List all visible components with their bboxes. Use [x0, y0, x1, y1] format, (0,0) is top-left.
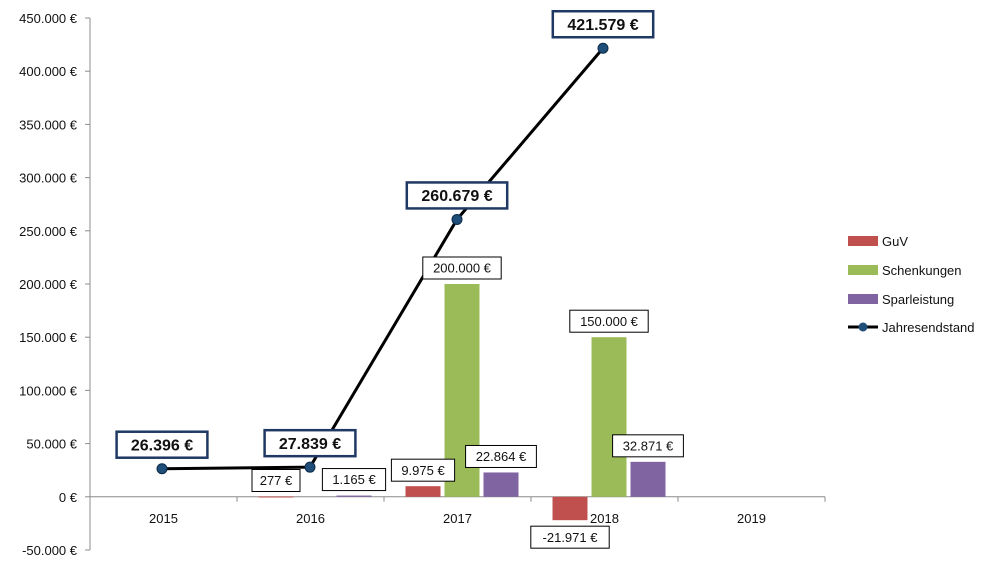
y-tick-label: 450.000 € — [19, 11, 78, 26]
line-data-label: 421.579 € — [551, 9, 655, 39]
jahresendstand-marker — [156, 463, 168, 475]
x-tick-label: 2019 — [737, 511, 766, 526]
bar-schenkungen-2018 — [591, 337, 627, 497]
line-series — [156, 42, 609, 475]
y-tick-label: 400.000 € — [19, 64, 78, 79]
bar-data-label: 1.165 € — [321, 468, 387, 492]
label-text: 9.975 € — [401, 463, 445, 478]
y-tick-label: 50.000 € — [26, 437, 77, 452]
label-text: 150.000 € — [580, 314, 639, 329]
label-box — [251, 469, 301, 493]
legend: GuV Schenkungen Sparleistung Jahresendstand — [848, 234, 975, 335]
label-text: 22.864 € — [476, 449, 527, 464]
legend-label: GuV — [882, 234, 908, 249]
bar-sparleistung-2018 — [630, 461, 666, 497]
x-tick-label: 2015 — [149, 511, 178, 526]
jahresendstand-marker — [597, 42, 609, 54]
bar-guv-2017 — [405, 486, 441, 497]
label-text: 1.165 € — [332, 472, 376, 487]
label-box — [321, 468, 387, 492]
legend-label: Jahresendstand — [882, 320, 975, 335]
jahresendstand-line — [161, 47, 605, 471]
bar-sparleistung-2017 — [483, 472, 519, 497]
label-text: 277 € — [260, 473, 293, 488]
y-tick-label: 0 € — [59, 490, 78, 505]
label-box — [465, 444, 537, 468]
y-tick-label: 100.000 € — [19, 383, 78, 398]
data-labels: 277 € 9.975 € -21.971 € 200.000 € 150.000 € 1… — [115, 9, 684, 549]
label-box — [551, 9, 655, 39]
legend-swatch-schenkungen — [848, 265, 878, 275]
y-tick-label: -50.000 € — [22, 543, 78, 558]
bar-data-label: 32.871 € — [612, 434, 684, 458]
y-tick-label: 150.000 € — [19, 330, 78, 345]
legend-label: Sparleistung — [882, 292, 954, 307]
legend-swatch-guv — [848, 236, 878, 246]
bar-data-label: 9.975 € — [390, 458, 456, 482]
jahresendstand-marker — [451, 213, 463, 225]
x-tick-label: 2018 — [590, 511, 619, 526]
x-tick-label: 2016 — [296, 511, 325, 526]
line-data-label: 27.839 € — [263, 428, 357, 458]
axes: -50.000 € 0 € 50.000 € 100.000 € 150.000 € 20… — [19, 11, 826, 558]
y-tick-label: 300.000 € — [19, 171, 78, 186]
label-box — [530, 525, 610, 549]
label-text: 32.871 € — [623, 439, 674, 454]
bar-data-label: 150.000 € — [569, 309, 649, 333]
bar-data-label: 200.000 € — [422, 256, 502, 280]
y-tick-label: 350.000 € — [19, 117, 78, 132]
label-text: 260.679 € — [421, 188, 492, 205]
line-data-label: 260.679 € — [405, 181, 509, 210]
label-box — [569, 309, 649, 333]
x-tick-label: 2017 — [443, 511, 472, 526]
label-box — [390, 458, 456, 482]
line-data-label: 26.396 € — [115, 430, 209, 459]
label-text: 26.396 € — [131, 437, 193, 454]
label-box — [115, 430, 209, 459]
jahresendstand-marker — [304, 461, 316, 473]
legend-label: Schenkungen — [882, 263, 962, 278]
label-text: 421.579 € — [567, 17, 638, 34]
legend-marker-swatch — [858, 322, 868, 332]
label-box — [612, 434, 684, 458]
bar-data-label: 277 € — [251, 469, 301, 493]
label-text: -21.971 € — [543, 530, 599, 545]
bars — [258, 284, 666, 521]
label-text: 200.000 € — [433, 261, 492, 276]
label-box — [263, 428, 357, 458]
bar-guv-2016 — [258, 496, 294, 498]
legend-swatch-sparleistung — [848, 294, 878, 304]
y-tick-label: 250.000 € — [19, 224, 78, 239]
bar-sparleistung-2016 — [336, 495, 372, 497]
y-tick-label: 200.000 € — [19, 277, 78, 292]
label-box — [405, 181, 509, 210]
bar-data-label: -21.971 € — [530, 525, 610, 549]
label-text: 27.839 € — [279, 436, 341, 453]
bar-data-label: 22.864 € — [465, 444, 537, 468]
bar-guv-2018 — [552, 496, 588, 521]
label-box — [422, 256, 502, 280]
